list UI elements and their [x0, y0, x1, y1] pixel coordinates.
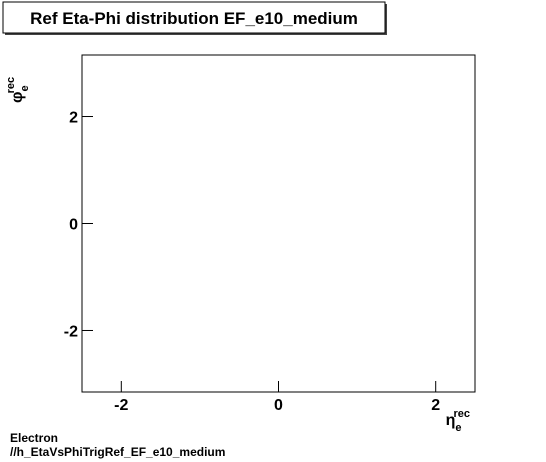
y-tick-label: -2 — [64, 323, 78, 340]
x-axis-label: ηerec — [446, 408, 470, 434]
footer-line: //h_EtaVsPhiTrigRef_EF_e10_medium — [10, 445, 225, 459]
x-tick-label: 2 — [431, 397, 440, 414]
y-axis-label: φerec — [5, 77, 31, 103]
title-box — [2, 1, 386, 34]
x-tick-label: 0 — [274, 397, 283, 414]
x-tick-label: -2 — [114, 397, 128, 414]
chart-title: Ref Eta-Phi distribution EF_e10_medium — [30, 9, 358, 28]
footer-line: Electron — [10, 431, 58, 445]
y-tick-label: 2 — [69, 110, 78, 127]
y-tick-label: 0 — [69, 217, 78, 234]
